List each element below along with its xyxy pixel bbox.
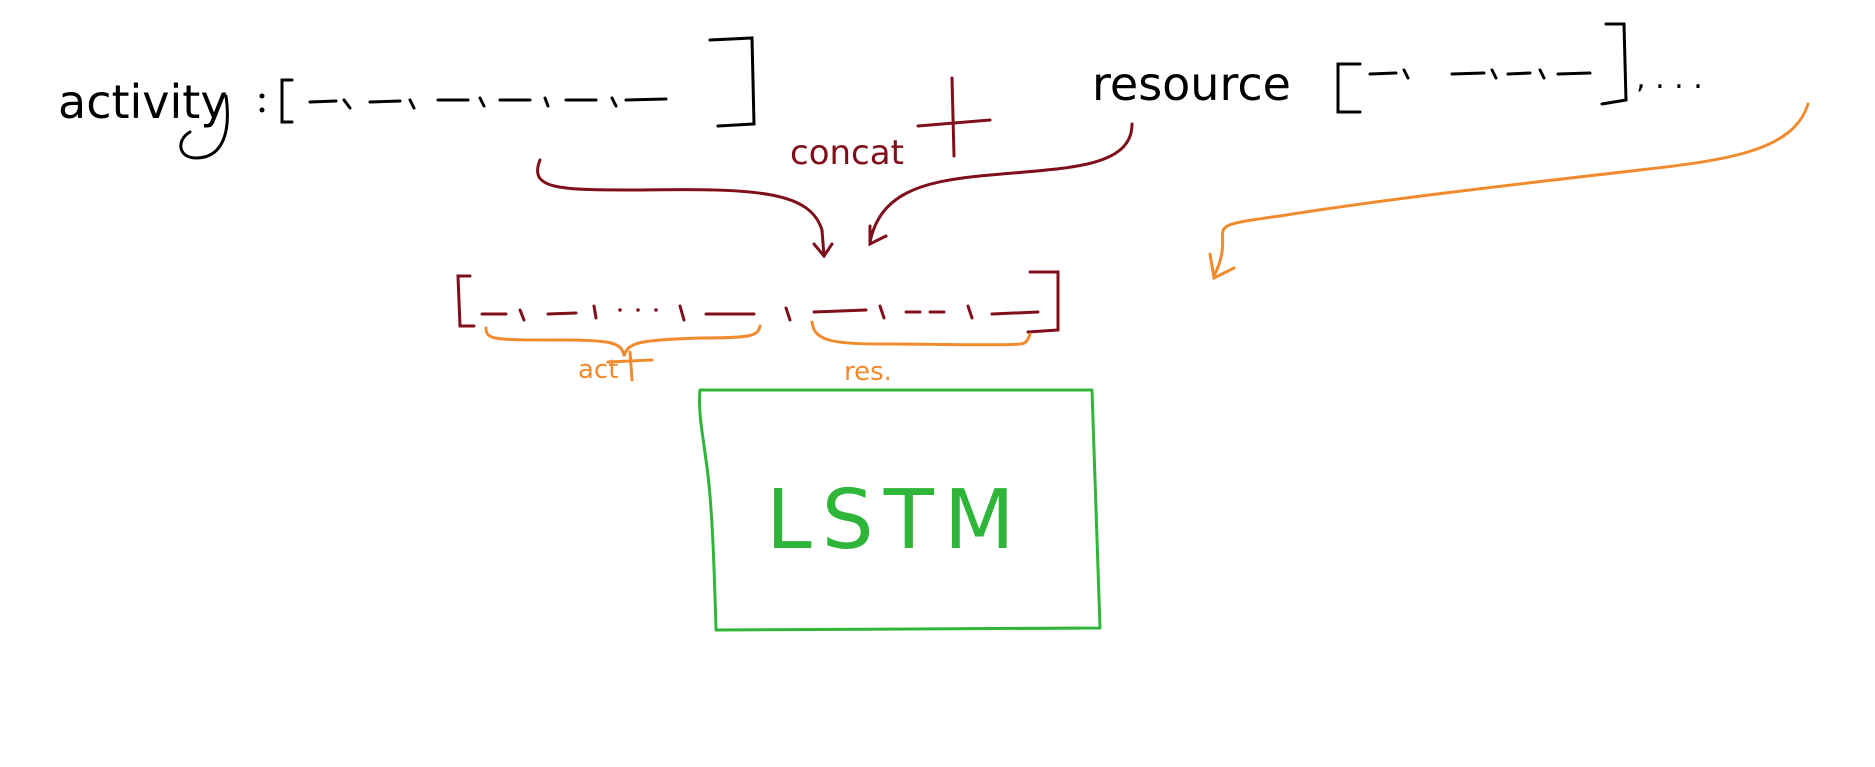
- activity-input: activity: [58, 36, 756, 160]
- activity-colon-dot-top: [259, 93, 265, 99]
- concat-label-flourish: [916, 76, 992, 158]
- concatenated-vector: [456, 270, 1060, 334]
- segment-braces: [484, 320, 1032, 357]
- act-label-flourish: [606, 350, 654, 382]
- activity-arrowhead-icon: [812, 242, 834, 259]
- activity-colon-dot-bottom: [259, 107, 265, 113]
- activity-to-concat-arrow: [536, 158, 826, 258]
- activity-elements: [308, 96, 668, 110]
- concat-close-bracket-icon: [1026, 270, 1060, 334]
- more-inputs-arrowhead-icon: [1208, 252, 1236, 281]
- act-label: act: [578, 355, 618, 385]
- resource-elements: [1368, 68, 1592, 80]
- resource-to-concat-arrow: [868, 122, 1134, 244]
- concat-arrows: [536, 122, 1134, 259]
- concat-label: concat: [790, 133, 904, 173]
- activity-y-descender: [179, 94, 229, 160]
- resource-close-bracket-icon: [1600, 22, 1628, 106]
- lstm-box: [697, 388, 1102, 632]
- concat-open-bracket-icon: [456, 274, 476, 328]
- activity-segment-brace: [484, 324, 762, 357]
- resource-input: resource , . . .: [1092, 22, 1703, 114]
- resource-segment-brace: [810, 320, 1032, 347]
- activity-label: activity: [58, 75, 228, 129]
- activity-close-bracket-icon: [708, 36, 756, 128]
- resource-open-bracket-icon: [1336, 62, 1362, 114]
- lstm-block: LSTM: [697, 388, 1102, 632]
- res-label: res.: [844, 357, 892, 387]
- resource-arrowhead-icon: [868, 224, 888, 247]
- resource-label: resource: [1092, 57, 1291, 111]
- activity-open-bracket-icon: [280, 78, 294, 124]
- lstm-label: LSTM: [766, 473, 1025, 568]
- more-inputs-arrow: [1208, 102, 1810, 281]
- more-inputs-ellipsis: , . . .: [1636, 61, 1703, 96]
